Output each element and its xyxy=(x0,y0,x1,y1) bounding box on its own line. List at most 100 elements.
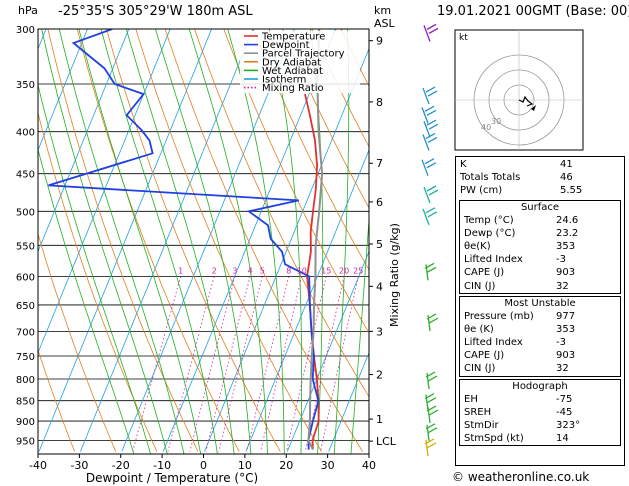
isotherm-line xyxy=(204,47,369,452)
wind-barb-flag xyxy=(426,397,437,404)
hodograph-trace xyxy=(518,95,534,107)
unstable-label: Pressure (mb) xyxy=(464,310,534,322)
mixing-ratio-line xyxy=(189,276,236,452)
storm-motion-arrow xyxy=(531,105,536,111)
dry-adiabat-line xyxy=(252,29,369,271)
pressure-tick-label: 550 xyxy=(16,241,35,252)
dry-adiabat-line xyxy=(47,29,199,452)
wind-barb-flag xyxy=(425,86,436,93)
unstable-label: CIN (J) xyxy=(464,363,496,375)
wind-barb-flag xyxy=(428,409,439,416)
datetime-title: 19.01.2021 00GMT (Base: 00) xyxy=(437,4,629,19)
hodograph-unit-label: kt xyxy=(459,33,468,43)
dry-adiabat-line xyxy=(106,29,281,452)
unstable-row: CAPE (J) 903 xyxy=(460,349,620,362)
pressure-tick-label: 950 xyxy=(16,436,35,447)
surface-row: Dewp (°C) 23.2 xyxy=(460,227,620,240)
legend-entry: Temperature xyxy=(261,32,325,43)
dry-adiabat-line xyxy=(223,29,369,334)
mixing-ratio-line xyxy=(286,276,327,452)
indices-panel: K 41 Totals Totals 46 PW (cm) 5.55 Surface Te… xyxy=(455,156,625,466)
unstable-title: Most Unstable xyxy=(504,297,576,309)
unstable-label: θe (K) xyxy=(464,323,494,335)
index-row: K 41 xyxy=(456,158,624,171)
pressure-tick-label: 300 xyxy=(16,25,35,36)
unstable-label: CAPE (J) xyxy=(464,350,505,362)
wind-barb-flag xyxy=(426,185,437,192)
km-tick-label: 4 xyxy=(376,280,383,293)
x-tick-label: 30 xyxy=(321,459,335,472)
hodo-row: EH -75 xyxy=(460,393,620,406)
wind-barb-flag xyxy=(428,189,439,196)
wind-barb-flag xyxy=(426,405,437,412)
mixing-ratio-line xyxy=(218,276,263,452)
surface-value: 32 xyxy=(556,280,569,292)
hodograph-section: Hodograph EH -75 SREH -45 StmDir 323° StmSpd (… xyxy=(459,378,621,447)
isotherm-line xyxy=(38,29,47,50)
hodo-value: -45 xyxy=(556,406,573,418)
km-tick-label: 3 xyxy=(376,325,383,338)
wind-barb-flag xyxy=(426,313,437,320)
surface-label: Temp (°C) xyxy=(464,214,514,226)
unstable-row: CIN (J) 32 xyxy=(460,362,620,375)
unstable-section: Most Unstable Pressure (mb) 977 θe (K) 353 L… xyxy=(459,295,621,377)
wind-barb-flag xyxy=(428,27,439,34)
wind-barb-shaft xyxy=(423,120,431,138)
km-label: km xyxy=(374,4,392,17)
wet-adiabat-line xyxy=(227,29,285,454)
wind-barb-flag xyxy=(424,393,435,400)
surface-section: Surface Temp (°C) 24.6 Dewp (°C) 23.2 θe(K) 3… xyxy=(459,199,621,294)
surface-row: CAPE (J) 903 xyxy=(460,266,620,279)
indices-top: K 41 Totals Totals 46 PW (cm) 5.55 xyxy=(456,157,624,198)
wind-barb-flag xyxy=(427,211,438,218)
pressure-tick-label: 400 xyxy=(16,128,35,139)
dry-adiabat-line xyxy=(164,29,363,452)
wind-barb-flag xyxy=(426,162,437,169)
wind-barb-flag xyxy=(427,136,438,144)
unstable-value: 353 xyxy=(556,323,576,335)
wind-barb-flag xyxy=(428,317,439,324)
unstable-row: θe (K) 353 xyxy=(460,323,620,336)
wind-barb-flag xyxy=(427,427,438,434)
mixing-ratio-label: 15 xyxy=(321,266,331,275)
mixing-ratio-label: 2 xyxy=(212,266,217,275)
mixing-ratio-line xyxy=(132,276,182,452)
surface-value: 23.2 xyxy=(556,227,579,239)
x-tick-label: 10 xyxy=(238,459,252,472)
mixing-ratio-label: 25 xyxy=(353,266,363,275)
x-tick-label: 20 xyxy=(279,459,293,472)
index-row: Totals Totals 46 xyxy=(456,171,624,184)
mixing-ratio-line xyxy=(246,276,290,452)
wet-adiabat-line xyxy=(58,29,185,454)
x-tick-label: -10 xyxy=(153,459,171,472)
wet-adiabat-line xyxy=(188,29,269,454)
dry-adiabat-line xyxy=(38,232,117,452)
wind-barb-flag xyxy=(426,119,437,126)
wind-barb-flag xyxy=(425,423,436,430)
x-axis-label: Dewpoint / Temperature (°C) xyxy=(86,471,258,485)
unstable-value: 32 xyxy=(556,363,569,375)
km-tick-label: 1 xyxy=(376,413,383,426)
km-tick-label: 9 xyxy=(376,35,383,48)
series-temperature xyxy=(304,93,320,450)
wet-adiabat-line xyxy=(38,83,152,454)
hpa-label: hPa xyxy=(18,4,38,17)
wind-barb-flag xyxy=(424,262,435,269)
hodo-row: StmDir 323° xyxy=(460,419,620,432)
wind-barb-flag xyxy=(428,123,439,130)
unstable-row: Pressure (mb) 977 xyxy=(460,310,620,323)
wind-barb-shaft xyxy=(421,159,429,176)
hodo-row: StmSpd (kt) 14 xyxy=(460,432,620,445)
wind-barb-flag xyxy=(424,105,435,112)
wind-barb-flag xyxy=(424,438,435,445)
wind-barb-flag xyxy=(425,132,436,140)
series-dewpoint xyxy=(48,29,320,450)
km-tick-label: 8 xyxy=(376,96,383,109)
unstable-label: Lifted Index xyxy=(464,337,523,349)
mixing-ratio-line xyxy=(260,276,303,452)
surface-label: CIN (J) xyxy=(464,280,496,292)
wind-barb-flag xyxy=(426,266,437,273)
hodo-row: SREH -45 xyxy=(460,406,620,419)
surface-row: θe(K) 353 xyxy=(460,240,620,253)
wind-barb-shaft xyxy=(422,134,430,151)
